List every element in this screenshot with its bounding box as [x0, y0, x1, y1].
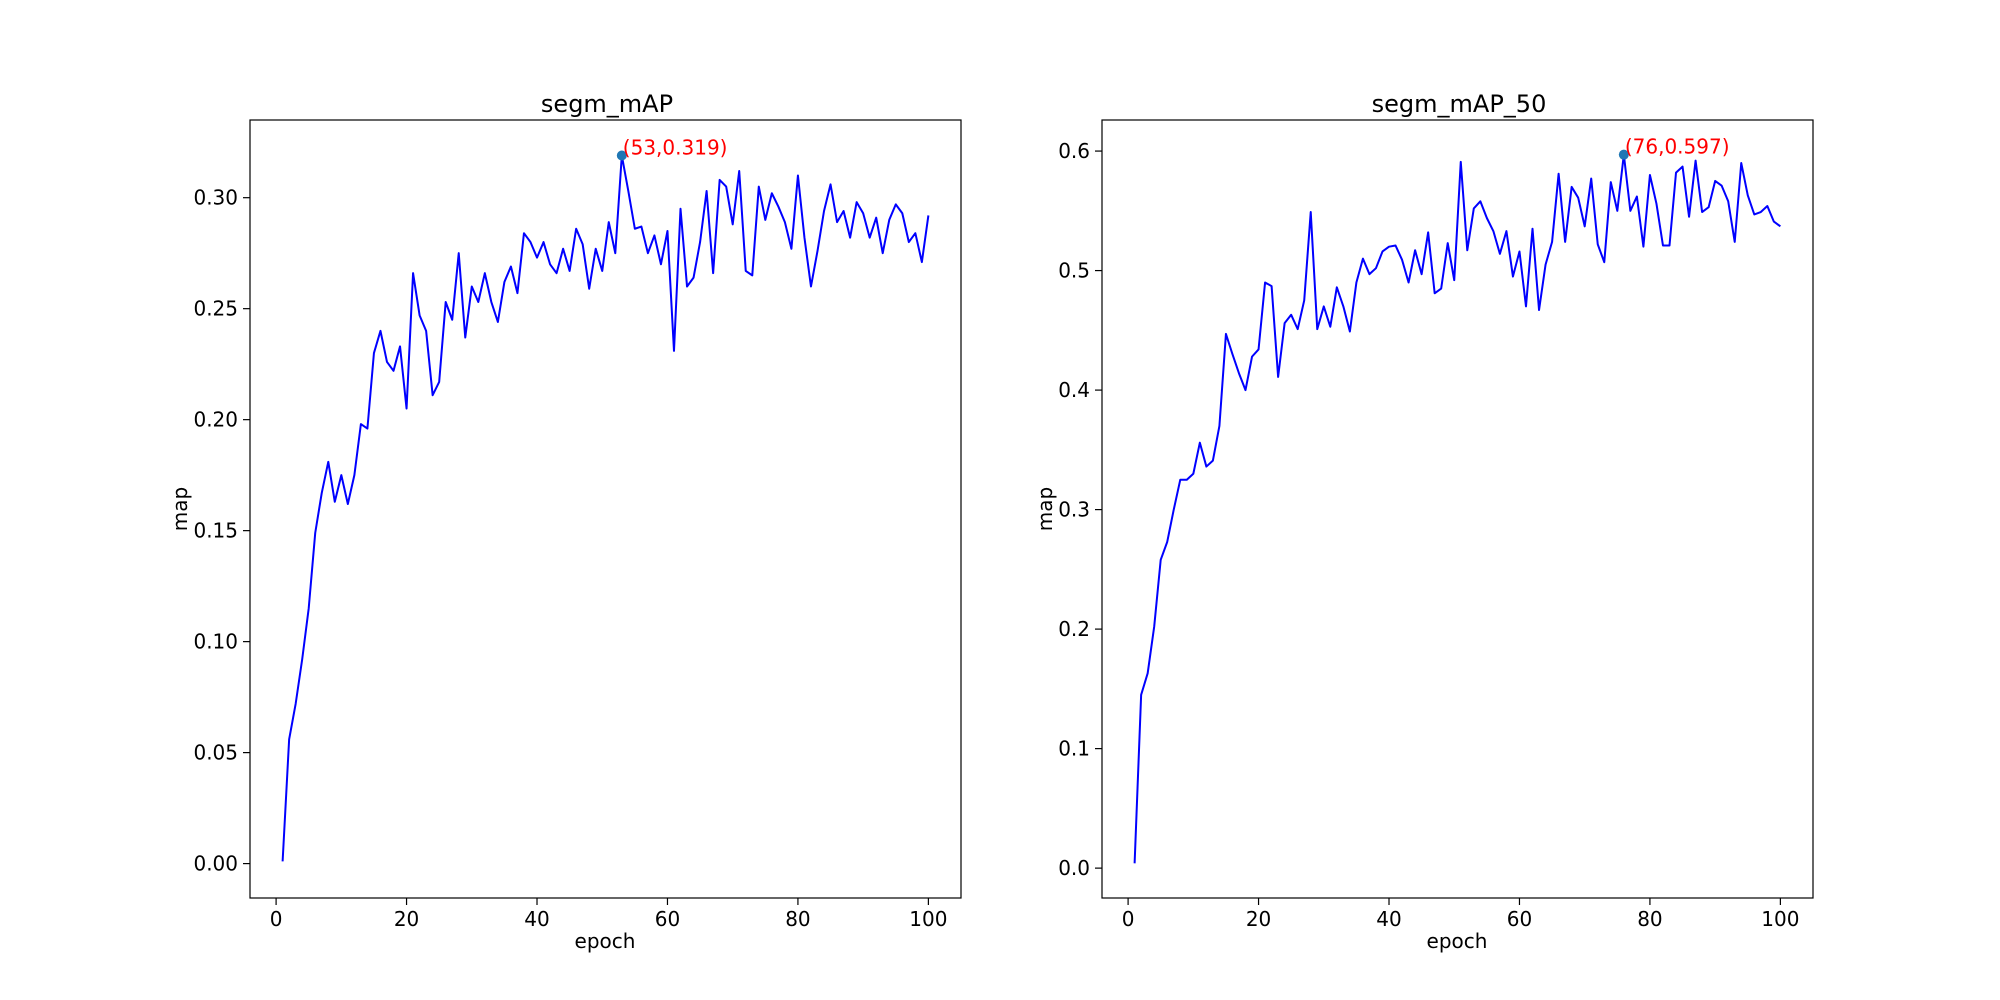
- x-tick-label: 80: [785, 907, 810, 931]
- x-axis-label: epoch: [1427, 929, 1488, 953]
- y-tick-label: 0.6: [1058, 139, 1090, 163]
- y-tick-label: 0.1: [1058, 737, 1090, 761]
- y-tick-label: 0.20: [193, 408, 238, 432]
- series-group: [1133, 153, 1781, 864]
- x-axis-ticks: 0 20 40 60 80 100: [1122, 898, 1799, 931]
- x-tick-label: 80: [1637, 907, 1662, 931]
- x-tick-label: 40: [1376, 907, 1401, 931]
- y-axis-label: map: [168, 487, 192, 531]
- series-line: [281, 154, 930, 862]
- y-tick-label: 0.05: [193, 741, 238, 765]
- x-tick-label: 20: [1246, 907, 1271, 931]
- series-line: [1133, 153, 1781, 864]
- x-tick-label: 0: [270, 907, 283, 931]
- y-tick-label: 0.4: [1058, 378, 1090, 402]
- y-tick-label: 0.2: [1058, 617, 1090, 641]
- highlight-group: (53,0.319): [616, 136, 728, 161]
- x-tick-label: 20: [394, 907, 419, 931]
- max-point-annotation: (76,0.597): [1625, 135, 1730, 159]
- y-tick-label: 0.00: [193, 852, 238, 876]
- x-axis-ticks: 0 20 40 60 80 100: [270, 898, 947, 931]
- chart-segm-map: segm_mAP 0 20 40 60 80 100 0.000.050.100.150.…: [168, 90, 962, 953]
- x-tick-label: 60: [655, 907, 680, 931]
- plot-area-frame: [249, 119, 962, 899]
- y-axis-label: map: [1033, 487, 1057, 531]
- max-point-marker: [616, 150, 627, 161]
- chart-title: segm_mAP: [541, 90, 673, 118]
- x-tick-label: 100: [1761, 907, 1799, 931]
- y-tick-label: 0.30: [193, 186, 238, 210]
- x-tick-label: 100: [909, 907, 947, 931]
- y-tick-label: 0.3: [1058, 498, 1090, 522]
- y-axis-ticks: 0.0 0.1 0.2 0.3 0.4 0.5 0.6: [1058, 139, 1102, 880]
- y-axis-ticks: 0.00 0.05 0.10 0.15 0.20 0.25 0.30: [193, 186, 250, 876]
- y-tick-label: 0.15: [193, 519, 238, 543]
- x-tick-label: 60: [1507, 907, 1532, 931]
- y-tick-label: 0.0: [1058, 856, 1090, 880]
- x-axis-label: epoch: [575, 929, 636, 953]
- chart-title: segm_mAP_50: [1372, 90, 1547, 118]
- max-point-annotation: (53,0.319): [623, 136, 728, 160]
- series-group: [281, 154, 930, 862]
- highlight-group: (76,0.597): [1618, 135, 1730, 160]
- y-tick-label: 0.10: [193, 630, 238, 654]
- y-tick-label: 0.5: [1058, 259, 1090, 283]
- y-tick-label: 0.25: [193, 297, 238, 321]
- max-point-marker: [1618, 149, 1629, 160]
- chart-segm-map-50: segm_mAP_50 0 20 40 60 80 100 0.0 0.1 0.2 0.3 0.4…: [1033, 90, 1814, 953]
- x-tick-label: 40: [524, 907, 549, 931]
- x-tick-label: 0: [1122, 907, 1135, 931]
